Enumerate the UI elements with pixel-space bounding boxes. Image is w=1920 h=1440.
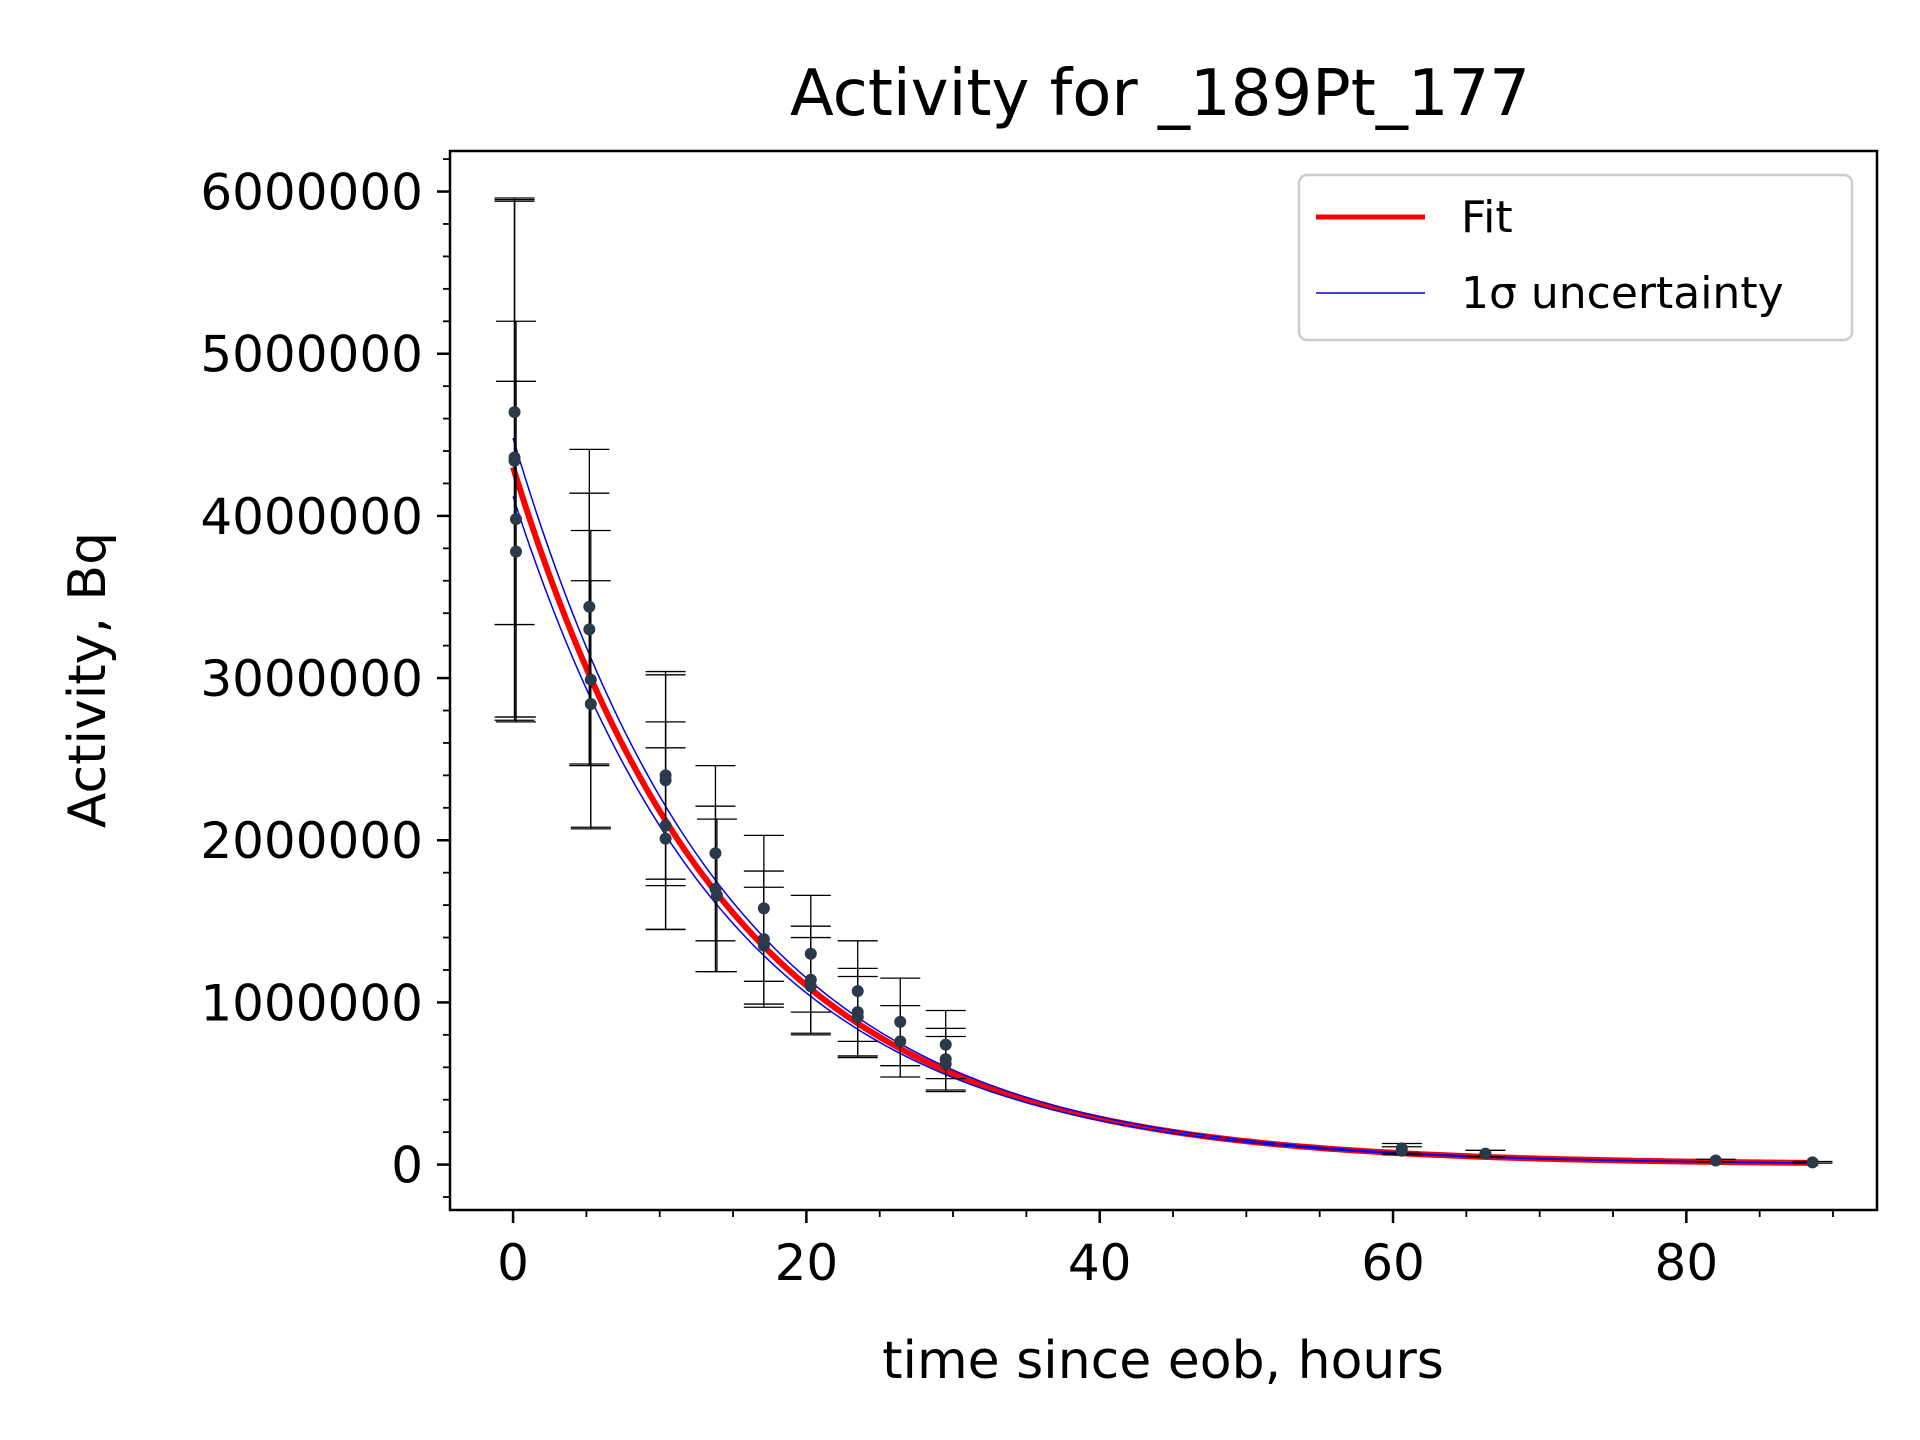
legend-fit-label: Fit xyxy=(1461,192,1513,243)
data-point xyxy=(851,985,864,998)
y-tick-label: 3000000 xyxy=(200,650,423,708)
data-point xyxy=(804,980,817,993)
plot-frame xyxy=(448,149,1879,1212)
data-point xyxy=(659,819,672,832)
x-tick-label: 80 xyxy=(1655,1234,1719,1292)
data-point xyxy=(851,1011,864,1024)
x-tick-label: 0 xyxy=(497,1234,529,1292)
data-point xyxy=(508,454,521,467)
y-axis-label: Activity, Bq xyxy=(58,532,118,828)
data-point xyxy=(508,406,521,419)
data-point xyxy=(1806,1156,1819,1169)
data-point xyxy=(757,939,770,952)
data-point xyxy=(583,600,596,613)
legend-uncertainty-label: 1σ uncertainty xyxy=(1461,268,1784,319)
data-point xyxy=(659,774,672,787)
data-point xyxy=(894,1035,907,1048)
plot-area xyxy=(494,197,1833,1169)
data-point xyxy=(709,847,722,860)
data-point xyxy=(509,513,522,526)
legend-box xyxy=(1297,173,1854,342)
data-point xyxy=(1709,1154,1722,1167)
y-tick-label: 2000000 xyxy=(200,812,423,870)
uncertainty-lower-curve xyxy=(512,496,1819,1164)
data-point xyxy=(583,623,596,636)
x-tick-label: 20 xyxy=(775,1234,839,1292)
data-point xyxy=(659,832,672,845)
data-point xyxy=(939,1038,952,1051)
y-tick-label: 4000000 xyxy=(200,488,423,546)
x-axis: 0 20 40 60 80 xyxy=(497,1210,1834,1292)
x-tick-label: 60 xyxy=(1361,1234,1425,1292)
data-point xyxy=(939,1058,952,1071)
data-point xyxy=(509,545,522,558)
data-point xyxy=(1479,1147,1492,1160)
data-point xyxy=(757,902,770,915)
y-tick-label: 0 xyxy=(391,1137,423,1195)
y-tick-label: 6000000 xyxy=(200,164,423,222)
chart-title: Activity for _189Pt_177 xyxy=(790,57,1530,131)
data-point xyxy=(894,1015,907,1028)
data-point xyxy=(1395,1144,1408,1157)
data-point xyxy=(804,947,817,960)
data-point xyxy=(584,673,597,686)
data-point xyxy=(710,889,723,902)
y-tick-label: 5000000 xyxy=(200,326,423,384)
y-axis: 0 1000000 2000000 3000000 4000000 5000000 6000… xyxy=(200,158,450,1198)
data-point xyxy=(584,698,597,711)
x-tick-label: 40 xyxy=(1068,1234,1132,1292)
legend: Fit 1σ uncertainty xyxy=(1297,173,1854,342)
y-tick-label: 1000000 xyxy=(200,974,423,1032)
x-axis-label: time since eob, hours xyxy=(882,1331,1444,1391)
